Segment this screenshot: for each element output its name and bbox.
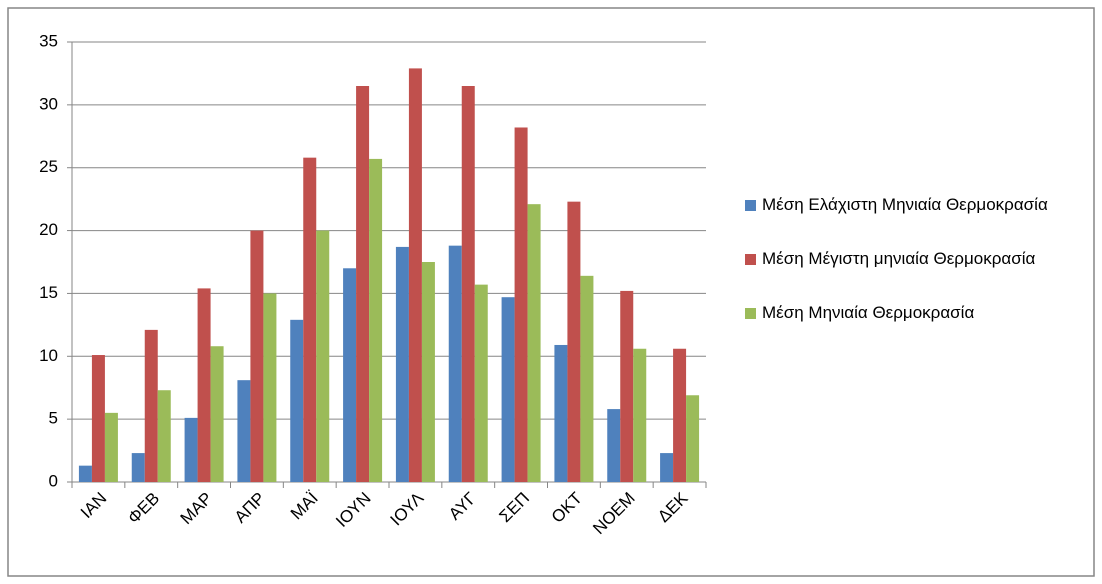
bar xyxy=(316,230,330,482)
bar xyxy=(408,68,422,483)
bar xyxy=(131,453,145,482)
bar xyxy=(448,245,462,482)
y-tick-label: 25 xyxy=(39,157,58,176)
y-tick-label: 30 xyxy=(39,94,58,113)
bar xyxy=(104,412,118,482)
bar xyxy=(660,453,674,482)
bar xyxy=(184,417,198,482)
y-tick-label: 0 xyxy=(49,471,58,490)
legend-label: Μέση Μηνιαία Θερμοκρασία xyxy=(762,303,975,322)
bar xyxy=(250,230,264,482)
bar xyxy=(197,288,211,482)
bar xyxy=(356,86,370,482)
legend-swatch xyxy=(745,200,756,211)
bar xyxy=(554,344,568,482)
y-tick-label: 15 xyxy=(39,283,58,302)
bar xyxy=(157,390,171,482)
bar xyxy=(395,246,409,482)
bar xyxy=(607,409,621,482)
bar xyxy=(686,395,700,482)
legend-swatch xyxy=(745,308,756,319)
legend-item: Μέση Ελάχιστη Μηνιαία Θερμοκρασία xyxy=(745,190,1095,220)
legend-swatch xyxy=(745,254,756,265)
bar xyxy=(620,290,634,482)
bar xyxy=(514,127,528,482)
bar xyxy=(290,319,304,482)
y-tick-label: 5 xyxy=(49,409,58,428)
bar xyxy=(263,293,277,482)
bar xyxy=(527,204,541,482)
bar xyxy=(343,268,357,482)
y-tick-label: 10 xyxy=(39,346,58,365)
bar xyxy=(567,201,581,482)
bar xyxy=(421,262,435,482)
bar xyxy=(91,355,105,482)
bar xyxy=(501,297,515,482)
bar xyxy=(237,380,251,482)
legend-label: Μέση Μέγιστη μηνιαία Θερμοκρασία xyxy=(762,249,1036,268)
bar xyxy=(633,348,647,482)
y-tick-label: 35 xyxy=(39,31,58,50)
legend: Μέση Ελάχιστη Μηνιαία Θερμοκρασία Μέση Μέ… xyxy=(745,190,1095,352)
bar xyxy=(461,86,475,482)
bar xyxy=(580,275,594,482)
bar xyxy=(210,346,224,482)
bar xyxy=(144,329,158,482)
bar xyxy=(78,465,92,482)
bar xyxy=(369,158,383,482)
bar xyxy=(474,284,488,482)
legend-item: Μέση Μηνιαία Θερμοκρασία xyxy=(745,298,1095,328)
bar xyxy=(673,348,687,482)
y-tick-label: 20 xyxy=(39,220,58,239)
legend-item: Μέση Μέγιστη μηνιαία Θερμοκρασία xyxy=(745,244,1095,274)
bar xyxy=(303,157,317,482)
legend-label: Μέση Ελάχιστη Μηνιαία Θερμοκρασία xyxy=(762,195,1048,214)
